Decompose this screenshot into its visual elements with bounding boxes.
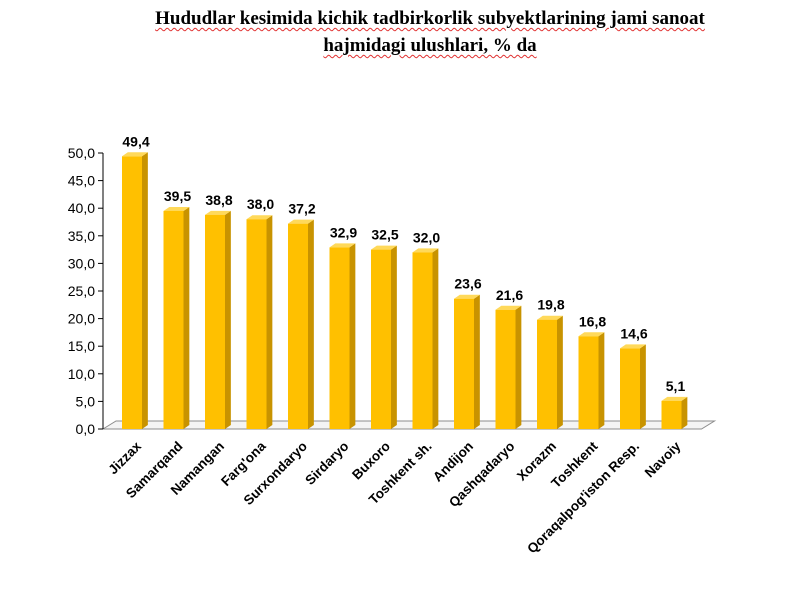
bar-top [578, 332, 605, 337]
bar-top [122, 152, 148, 157]
bar-value-label: 32,0 [413, 229, 440, 245]
bar-side [681, 396, 688, 429]
y-tick-label: 50,0 [68, 145, 95, 161]
bar-top [412, 248, 439, 253]
bar-side [142, 152, 148, 429]
chart-title: Hududlar kesimida kichik tadbirkorlik su… [70, 5, 790, 59]
bar-top [661, 396, 688, 401]
bar-side [349, 243, 356, 429]
bar [412, 252, 433, 429]
bar-value-label: 39,5 [164, 188, 191, 204]
y-tick-label: 35,0 [68, 228, 95, 244]
x-tick-label: Jizzax [105, 438, 144, 477]
y-tick-label: 15,0 [68, 338, 95, 354]
x-tick-label: Navoiy [642, 438, 684, 480]
bar-top [288, 219, 314, 224]
bar [578, 336, 599, 429]
bar [122, 156, 142, 429]
bar-top [205, 210, 231, 215]
y-tick-label: 25,0 [68, 283, 95, 299]
bar-side [640, 344, 646, 429]
y-tick-label: 40,0 [68, 200, 95, 216]
chart-title-line2: hajmidagi ulushlari, % da [323, 35, 537, 56]
bar-value-label: 14,6 [620, 325, 647, 341]
bar [495, 309, 516, 429]
bar-value-label: 38,8 [205, 192, 232, 208]
bar [620, 348, 640, 429]
y-tick-label: 0,0 [76, 421, 96, 437]
chart-title-line1: Hududlar kesimida kichik tadbirkorlik su… [155, 8, 705, 29]
bar-value-label: 19,8 [537, 297, 564, 313]
bar-value-label: 23,6 [454, 276, 481, 292]
bar-side [557, 315, 563, 429]
y-tick-label: 10,0 [68, 366, 95, 382]
bar-top [620, 344, 646, 349]
bar-side [225, 210, 231, 429]
x-tick-label: Sirdaryo [302, 439, 351, 488]
y-tick-label: 5,0 [76, 393, 96, 409]
bar [163, 210, 184, 429]
bar-top [163, 206, 190, 211]
bar-value-label: 38,0 [247, 196, 274, 212]
bar [371, 249, 391, 429]
bar-top [246, 215, 273, 220]
bar-side [391, 245, 397, 429]
bar [661, 400, 682, 429]
bar-side [515, 305, 522, 429]
bar [454, 298, 474, 429]
bar-value-label: 37,2 [288, 201, 315, 217]
bar-side [598, 332, 605, 429]
y-tick-label: 45,0 [68, 173, 95, 189]
bar-value-label: 16,8 [579, 313, 606, 329]
y-tick-label: 30,0 [68, 255, 95, 271]
bar-value-label: 5,1 [666, 378, 686, 394]
y-tick-label: 20,0 [68, 311, 95, 327]
bar-top [371, 245, 397, 250]
bar-side [432, 248, 439, 429]
bar-side [308, 219, 314, 429]
bar-value-label: 21,6 [496, 287, 523, 303]
bar [246, 219, 267, 429]
bar [537, 319, 557, 429]
bar-top [537, 315, 563, 320]
bar-side [474, 294, 480, 429]
bar-top [495, 305, 522, 310]
bar [205, 214, 225, 429]
bar [329, 247, 350, 429]
bar [288, 223, 308, 429]
bar-value-label: 32,5 [371, 227, 398, 243]
bar-top [454, 294, 480, 299]
bar-side [183, 206, 190, 429]
bar-top [329, 243, 356, 248]
bar-value-label: 32,9 [330, 224, 357, 240]
bar-side [266, 215, 273, 429]
bar-value-label: 49,4 [122, 133, 149, 149]
